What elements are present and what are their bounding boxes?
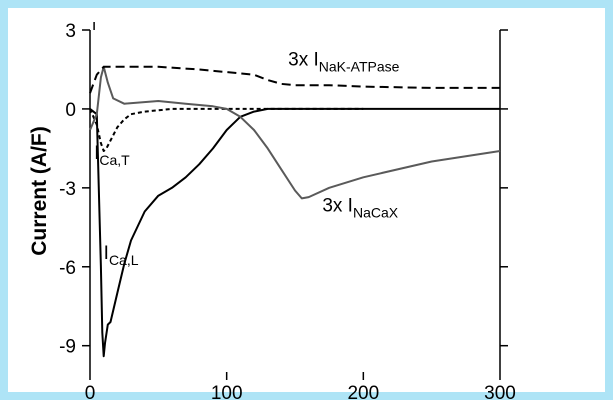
series-line-3 — [89, 65, 500, 94]
y-tick-label: -3 — [59, 179, 76, 200]
y-tick-label: 0 — [65, 100, 76, 121]
y-tick-label: -6 — [59, 258, 76, 279]
series-annotation-3: 3x INaK-ATPase — [288, 50, 399, 75]
series-annotation-0: ICa,L — [104, 243, 139, 268]
series-layer — [89, 65, 501, 358]
x-tick-label: 100 — [211, 383, 243, 400]
series-annotation-2: 3x INaCaX — [322, 196, 398, 221]
axes: 3 0 -3 -6 -9 0 100 200 300 — [59, 21, 516, 400]
series-annotation-1: ICa,T — [94, 143, 130, 168]
y-tick-label: 3 — [65, 21, 76, 42]
x-tick-label: 0 — [85, 383, 96, 400]
series-line-2 — [89, 65, 501, 200]
series-line-1 — [89, 107, 364, 152]
labels: Current (A/F) ICa,L ICa,T 3x INaCaX 3x INaK-… — [28, 50, 400, 268]
series-line-0 — [89, 107, 500, 358]
x-tick-label: 300 — [484, 383, 516, 400]
y-tick-label: -9 — [59, 337, 76, 358]
y-axis-label: Current (A/F) — [28, 126, 51, 256]
x-tick-label: 200 — [347, 383, 379, 400]
